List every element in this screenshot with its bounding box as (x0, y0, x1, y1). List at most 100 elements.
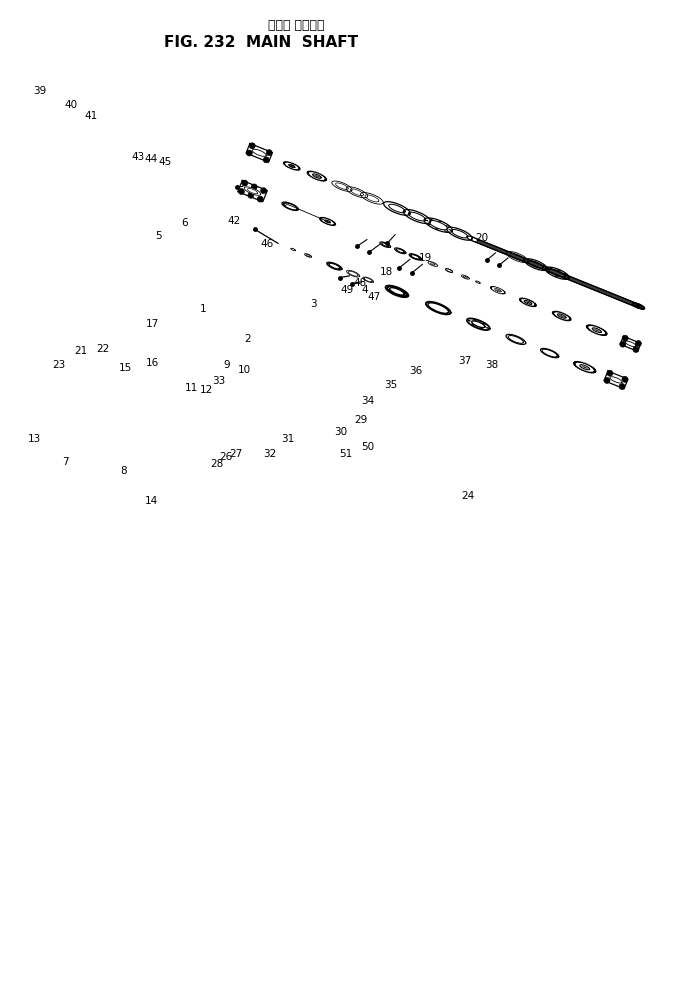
Text: 22: 22 (96, 344, 110, 354)
Polygon shape (246, 143, 272, 162)
Text: 14: 14 (144, 496, 158, 506)
Text: 50: 50 (361, 442, 375, 452)
Text: FIG. 232  MAIN  SHAFT: FIG. 232 MAIN SHAFT (164, 34, 358, 50)
Text: 26: 26 (219, 452, 233, 462)
Circle shape (264, 157, 269, 163)
Polygon shape (307, 171, 327, 181)
Circle shape (248, 192, 254, 198)
Circle shape (246, 150, 252, 156)
Text: 34: 34 (361, 396, 375, 406)
Text: 15: 15 (118, 363, 132, 373)
Polygon shape (385, 286, 408, 298)
Polygon shape (574, 361, 596, 373)
Circle shape (261, 188, 267, 193)
Circle shape (251, 184, 257, 190)
Text: 49: 49 (341, 285, 354, 295)
Text: 38: 38 (485, 360, 499, 370)
Polygon shape (552, 311, 571, 321)
Text: 9: 9 (224, 360, 230, 370)
Circle shape (604, 377, 610, 383)
Text: 30: 30 (334, 427, 347, 437)
Polygon shape (395, 247, 406, 253)
Polygon shape (283, 162, 300, 170)
Text: 10: 10 (237, 365, 251, 375)
Text: 5: 5 (155, 231, 162, 241)
Text: 45: 45 (158, 157, 172, 167)
Polygon shape (384, 201, 410, 215)
Text: 32: 32 (263, 449, 277, 459)
Text: 28: 28 (210, 459, 224, 468)
Text: 7: 7 (62, 457, 69, 466)
Circle shape (619, 384, 625, 390)
Text: 8: 8 (120, 466, 127, 476)
Text: 40: 40 (64, 100, 78, 110)
Polygon shape (403, 209, 431, 224)
Circle shape (239, 189, 244, 194)
Circle shape (249, 142, 255, 149)
Polygon shape (461, 275, 469, 279)
Text: 13: 13 (28, 434, 41, 444)
Text: 47: 47 (367, 292, 380, 301)
Circle shape (266, 149, 272, 155)
Polygon shape (380, 242, 391, 247)
Text: 17: 17 (146, 319, 160, 329)
Text: 11: 11 (184, 383, 198, 393)
Text: 24: 24 (461, 491, 475, 501)
Circle shape (635, 341, 641, 347)
Polygon shape (327, 262, 342, 270)
Polygon shape (426, 301, 451, 314)
Polygon shape (346, 187, 367, 197)
Text: 42: 42 (227, 216, 241, 226)
Polygon shape (447, 227, 472, 241)
Text: 23: 23 (52, 360, 65, 370)
Polygon shape (305, 253, 312, 257)
Polygon shape (506, 251, 528, 262)
Polygon shape (632, 302, 645, 309)
Polygon shape (545, 267, 569, 279)
Polygon shape (282, 202, 299, 210)
Polygon shape (424, 218, 453, 233)
Circle shape (607, 370, 613, 376)
Text: 33: 33 (212, 376, 226, 386)
Text: 3: 3 (310, 300, 316, 309)
Polygon shape (363, 277, 374, 283)
Text: 39: 39 (33, 86, 47, 96)
Text: 1: 1 (200, 304, 206, 314)
Polygon shape (506, 335, 526, 345)
Polygon shape (491, 287, 506, 294)
Text: 31: 31 (281, 434, 294, 444)
Polygon shape (347, 270, 360, 277)
Text: 2: 2 (244, 334, 251, 344)
Polygon shape (541, 349, 559, 357)
Circle shape (622, 335, 628, 341)
Polygon shape (244, 187, 261, 195)
Polygon shape (428, 261, 438, 266)
Circle shape (242, 180, 248, 187)
Text: 35: 35 (384, 380, 398, 390)
Polygon shape (633, 303, 644, 308)
Text: 12: 12 (200, 385, 213, 395)
Polygon shape (238, 181, 268, 201)
Polygon shape (409, 253, 421, 260)
Polygon shape (320, 217, 336, 226)
Polygon shape (332, 181, 352, 191)
Polygon shape (586, 325, 607, 336)
Text: 6: 6 (181, 218, 188, 228)
Text: 36: 36 (409, 366, 423, 376)
Text: 21: 21 (74, 346, 88, 355)
Text: 29: 29 (354, 415, 367, 425)
Text: 43: 43 (131, 152, 144, 162)
Text: 51: 51 (338, 449, 352, 459)
Circle shape (633, 347, 639, 353)
Text: 44: 44 (144, 154, 158, 164)
Circle shape (620, 341, 626, 348)
Text: 19: 19 (418, 253, 432, 263)
Polygon shape (604, 371, 628, 389)
Text: 37: 37 (458, 356, 471, 366)
Text: 46: 46 (260, 239, 274, 248)
Circle shape (622, 376, 628, 382)
Text: 16: 16 (146, 358, 160, 368)
Text: 27: 27 (229, 449, 243, 459)
Polygon shape (467, 318, 490, 330)
Text: 20: 20 (475, 233, 488, 243)
